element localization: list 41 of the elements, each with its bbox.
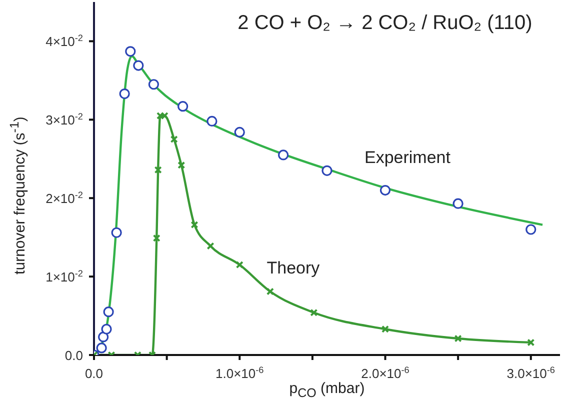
series-label: Theory: [266, 258, 320, 278]
point: [101, 324, 112, 334]
point: [152, 234, 160, 242]
point: [236, 260, 244, 269]
point: [310, 308, 318, 316]
point: [278, 150, 289, 160]
y-tick-label: 0.0: [64, 348, 83, 363]
point: [206, 116, 218, 127]
x-tick-label: 1.0×10$^{-6}$: [216, 365, 264, 381]
y-tick-label: 1×10$^{-2}$: [46, 268, 83, 285]
point: [98, 332, 109, 342]
x-tick-label: 3.0×10$^{-6}$: [506, 365, 555, 381]
x-tick-label: 2.0×10$^{-6}$: [361, 365, 410, 381]
y-tick-label: 2×10$^{-2}$: [46, 190, 83, 206]
point: [322, 165, 332, 176]
point: [148, 79, 160, 90]
point: [452, 198, 464, 209]
x-axis-title: p$_{CO}$ (mbar): [288, 380, 366, 400]
point: [380, 184, 391, 196]
point: [154, 166, 162, 174]
point: [266, 288, 274, 296]
series-label: Experiment: [364, 148, 451, 168]
point: [111, 227, 122, 238]
point: [170, 135, 178, 144]
point: [454, 334, 462, 342]
point: [156, 112, 164, 120]
point: [190, 220, 198, 229]
point: [119, 88, 130, 100]
point: [125, 46, 136, 57]
x-tick-label: 0.0: [84, 366, 104, 381]
point: [234, 126, 245, 138]
point: [178, 101, 188, 112]
point: [381, 325, 390, 333]
point: [526, 224, 536, 235]
text: 2 CO + O₂ → 2 CO₂ / RuO₂ (110): [236, 12, 534, 35]
point: [178, 161, 186, 169]
point: [206, 242, 214, 250]
point: [103, 306, 114, 318]
y-tick-label: 3×10$^{-2}$: [46, 112, 83, 128]
point: [133, 60, 144, 71]
y-tick-label: 4×10$^{-2}$: [46, 33, 83, 50]
